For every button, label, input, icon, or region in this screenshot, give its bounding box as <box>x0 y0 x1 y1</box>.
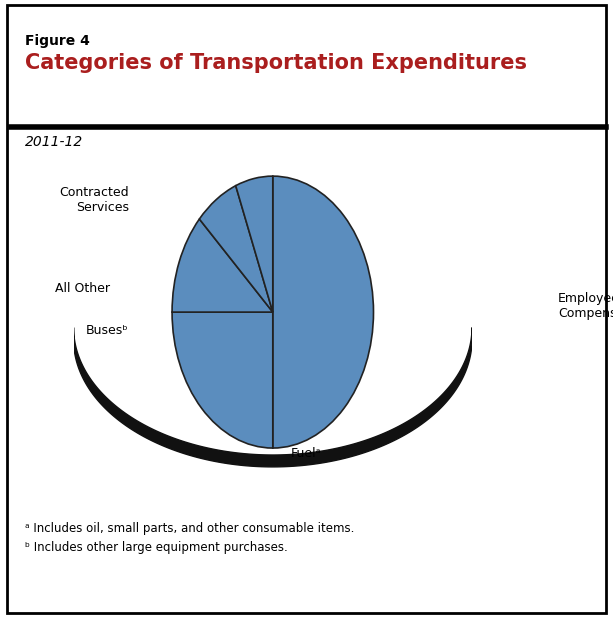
Text: Employee
Compensation: Employee Compensation <box>558 292 613 320</box>
Wedge shape <box>236 176 273 312</box>
Polygon shape <box>74 328 472 467</box>
Text: ᵇ Includes other large equipment purchases.: ᵇ Includes other large equipment purchas… <box>25 541 287 554</box>
Wedge shape <box>172 219 273 312</box>
Text: ᵃ Includes oil, small parts, and other consumable items.: ᵃ Includes oil, small parts, and other c… <box>25 522 354 535</box>
Wedge shape <box>199 185 273 312</box>
Text: All Other: All Other <box>55 282 110 295</box>
Text: Fuelᵃ: Fuelᵃ <box>291 447 322 460</box>
Wedge shape <box>172 312 273 448</box>
Text: Figure 4: Figure 4 <box>25 34 89 48</box>
Text: 2011-12: 2011-12 <box>25 135 83 149</box>
Text: Busesᵇ: Busesᵇ <box>86 324 129 337</box>
Wedge shape <box>273 176 373 448</box>
Text: Categories of Transportation Expenditures: Categories of Transportation Expenditure… <box>25 53 527 72</box>
Text: Contracted
Services: Contracted Services <box>59 186 129 214</box>
